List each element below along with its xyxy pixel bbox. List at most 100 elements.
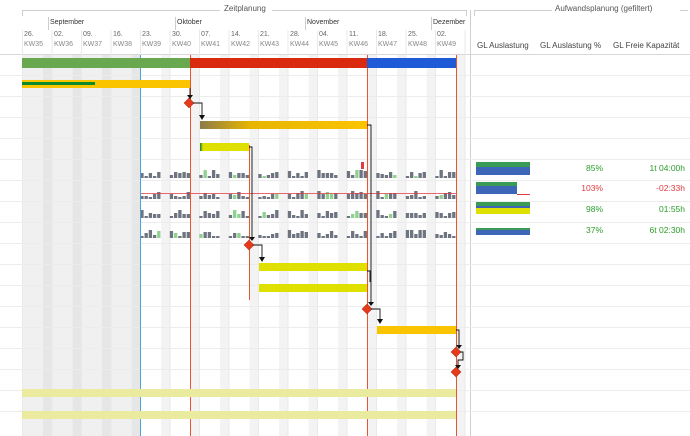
workload-bar: [414, 191, 418, 199]
milestone-diamond-icon[interactable]: [450, 346, 462, 358]
workload-bar: [418, 173, 422, 178]
workload-bar: [199, 216, 203, 218]
weekend-stripe: [338, 55, 347, 436]
workload-bar: [266, 236, 271, 238]
workload-bar: [418, 215, 422, 218]
workload-bar: [262, 212, 266, 218]
workload-bar: [304, 214, 308, 218]
workload-bar: [140, 236, 144, 238]
workload-bar: [241, 173, 245, 178]
week-number-label: KW45: [319, 41, 339, 48]
task-bar[interactable]: [259, 284, 367, 292]
workload-bar: [414, 213, 418, 218]
weekend-stripe: [190, 55, 199, 436]
weekend-stripe: [43, 55, 52, 436]
workload-bar: [346, 194, 351, 199]
workload-bar: [270, 173, 275, 178]
workload-bar: [452, 195, 456, 199]
workload-bar: [414, 176, 418, 178]
workload-bar: [296, 233, 300, 238]
workload-bar: [169, 231, 174, 238]
task-bar[interactable]: [200, 143, 249, 151]
column-header-gl-auslastung-percent[interactable]: GL Auslastung %: [540, 41, 602, 50]
workload-bar: [317, 233, 321, 238]
task-bar[interactable]: [377, 326, 456, 334]
workload-bar: [355, 193, 359, 199]
workload-bar: [211, 214, 216, 218]
workload-bar: [245, 236, 249, 238]
workload-bar: [203, 193, 207, 199]
workload-bar: [351, 214, 355, 218]
workload-bar: [182, 214, 186, 218]
milestone-diamond-icon[interactable]: [183, 97, 195, 109]
effort-percent-value: 85%: [585, 163, 603, 173]
workload-bar: [258, 235, 262, 238]
workload-bar: [334, 193, 338, 199]
workload-bar: [148, 173, 153, 178]
workload-bar: [317, 191, 321, 199]
workload-bar: [152, 194, 157, 199]
timeline-background: [22, 30, 466, 436]
column-header-gl-auslastung[interactable]: GL Auslastung: [477, 41, 529, 50]
workload-bar: [351, 191, 355, 199]
task-bar[interactable]: [22, 411, 456, 419]
week-number-label: KW44: [290, 41, 310, 48]
workload-bar: [140, 173, 144, 178]
workload-bar: [422, 172, 426, 178]
header-separators: [0, 10, 690, 436]
workload-bar: [207, 176, 212, 178]
workload-bar: [292, 176, 296, 178]
workload-bar: [317, 170, 321, 178]
workload-bar: [199, 175, 203, 178]
workload-bar: [211, 236, 216, 238]
workload-bar: [410, 230, 414, 238]
column-header-gl-freie-kapazitaet[interactable]: GL Freie Kapazität: [613, 41, 680, 50]
workload-bar: [435, 234, 439, 238]
workload-bar: [410, 172, 414, 178]
workload-bar: [182, 232, 186, 238]
phase-bar[interactable]: [22, 58, 456, 68]
workload-bar: [228, 194, 233, 199]
workload-bar: [270, 234, 275, 238]
task-bar[interactable]: [22, 80, 190, 88]
workload-bar: [376, 191, 380, 199]
weekend-stripe: [161, 55, 170, 436]
date-markers: [140, 55, 457, 436]
workload-bar: [393, 211, 397, 218]
workload-bar: [216, 211, 220, 218]
workload-bar: [140, 196, 144, 199]
workload-bar: [178, 173, 182, 178]
workload-bar: [148, 213, 153, 218]
workload-bar: [317, 213, 321, 218]
week-day-label: 16.: [113, 31, 123, 38]
workload-bar: [321, 216, 325, 218]
workload-bar: [266, 215, 271, 218]
workload-bar: [359, 170, 363, 178]
weekend-stripe: [426, 55, 435, 436]
task-bar[interactable]: [200, 121, 367, 129]
workload-bar: [363, 231, 367, 238]
milestone-diamond-icon[interactable]: [243, 239, 255, 251]
milestone-diamond-icon[interactable]: [450, 366, 462, 378]
workload-bar: [203, 232, 207, 238]
workload-bar: [388, 172, 393, 178]
workload-bar: [359, 236, 363, 238]
week-day-label: 26.: [24, 31, 34, 38]
workload-bar: [363, 213, 367, 218]
workload-bar: [186, 214, 190, 218]
dependency-arrowheads: [187, 95, 462, 369]
workload-histogram: [140, 162, 456, 238]
workload-bar: [439, 170, 443, 178]
row-separators: [0, 75, 690, 412]
weekend-stripe: [308, 55, 317, 436]
workload-bar: [321, 194, 325, 199]
task-bar[interactable]: [259, 263, 367, 271]
week-number-label: KW48: [408, 41, 428, 48]
workload-bar: [435, 212, 439, 218]
effort-title: Aufwandsplanung (gefiltert): [555, 4, 653, 13]
task-bar[interactable]: [22, 389, 456, 397]
milestone-diamond-icon[interactable]: [361, 303, 373, 315]
workload-bar: [174, 172, 178, 178]
week-number-label: KW39: [142, 41, 162, 48]
